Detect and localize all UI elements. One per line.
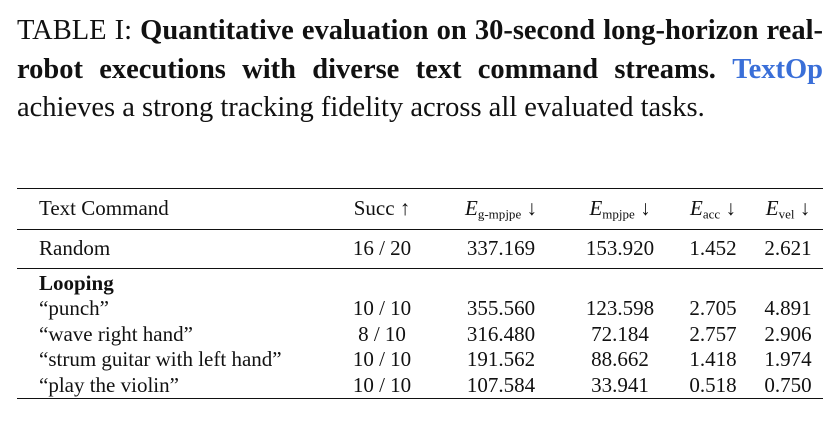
cell-e-acc: 1.418 [689, 347, 737, 371]
cell-succ: 10 / 10 [329, 372, 435, 399]
cell-command: “wave right hand” [39, 321, 193, 346]
cell-command: “punch” [39, 296, 109, 320]
results-table: Text Command Succ ↑ Eg-mpjpe ↓ Empjpe ↓ … [17, 188, 823, 399]
cell-e-g-mpjpe: 355.560 [466, 296, 536, 320]
cell-e-mpjpe: 153.920 [567, 229, 673, 269]
cell-e-acc: 1.452 [673, 229, 753, 269]
caption-rest-text: achieves a strong tracking fidelity acro… [17, 92, 705, 123]
group-label: Looping [17, 268, 823, 296]
group-label-row: Looping [17, 268, 823, 296]
cell-e-mpjpe: 123.598 [585, 296, 655, 320]
header-e-acc: Eacc ↓ [673, 188, 753, 230]
cell-e-vel: 0.750 [753, 372, 823, 399]
table-row: “wave right hand” 8 / 10 316.480 72.184 … [17, 322, 823, 348]
header-row: Text Command Succ ↑ Eg-mpjpe ↓ Empjpe ↓ … [17, 188, 823, 230]
cell-e-g-mpjpe: 107.584 [435, 372, 567, 399]
cell-e-vel: 4.891 [764, 296, 812, 320]
table-row: “punch” 10 / 10 355.560 123.598 2.705 4.… [17, 296, 823, 322]
cell-command: Random [17, 229, 329, 269]
caption-label: TABLE I: [17, 15, 141, 46]
header-succ: Succ ↑ [329, 188, 435, 230]
cell-e-vel: 2.621 [753, 229, 823, 269]
cell-e-vel: 1.974 [764, 347, 812, 371]
caption-bold-text: Quantitative evaluation on 30-second lon… [17, 15, 823, 85]
cell-e-acc: 0.518 [673, 372, 753, 399]
table-row: “play the violin” 10 / 10 107.584 33.941… [17, 372, 823, 399]
cell-command: “strum guitar with left hand” [39, 347, 282, 371]
cell-e-acc: 2.705 [689, 296, 737, 320]
cell-e-g-mpjpe: 337.169 [435, 229, 567, 269]
header-text-command: Text Command [17, 188, 329, 230]
header-e-mpjpe: Empjpe ↓ [567, 188, 673, 230]
cell-succ: 16 / 20 [329, 229, 435, 269]
cell-e-mpjpe: 88.662 [591, 347, 649, 371]
cell-e-acc: 2.757 [689, 321, 737, 346]
cell-e-mpjpe: 72.184 [591, 321, 649, 346]
header-e-vel: Evel ↓ [753, 188, 823, 230]
cell-succ: 10 / 10 [352, 296, 412, 320]
header-e-g-mpjpe: Eg-mpjpe ↓ [435, 188, 567, 230]
cell-command: “play the violin” [17, 372, 329, 399]
table-caption: TABLE I: Quantitative evaluation on 30-s… [17, 12, 823, 128]
cell-succ: 10 / 10 [352, 347, 412, 371]
table-row: “strum guitar with left hand” 10 / 10 19… [17, 347, 823, 373]
table-row-random: Random 16 / 20 337.169 153.920 1.452 2.6… [17, 229, 823, 269]
method-link[interactable]: TextOp [732, 53, 824, 85]
cell-e-g-mpjpe: 316.480 [466, 321, 536, 346]
cell-e-mpjpe: 33.941 [567, 372, 673, 399]
cell-e-g-mpjpe: 191.562 [466, 347, 536, 371]
cell-e-vel: 2.906 [764, 321, 812, 346]
cell-succ: 8 / 10 [358, 321, 406, 346]
